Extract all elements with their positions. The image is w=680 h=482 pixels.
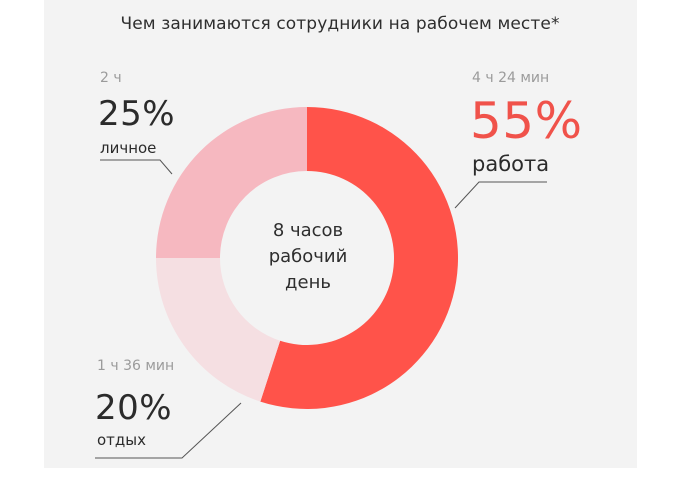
slice-личное <box>156 107 307 258</box>
personal-percent: 25% <box>98 94 176 134</box>
leader-line-rest <box>95 402 242 459</box>
center-line-1: 8 часов <box>272 220 344 241</box>
rest-duration: 1 ч 36 мин <box>97 358 175 374</box>
rest-label: отдых <box>97 431 147 449</box>
personal-label: личное <box>100 139 157 157</box>
personal-duration: 2 ч <box>100 70 122 86</box>
slice-работа <box>260 107 459 409</box>
center-line-2: рабочий <box>268 246 348 267</box>
slice-отдых <box>156 258 281 402</box>
center-label: 8 часов рабочий день <box>228 218 388 296</box>
chart-title: Чем занимаются сотрудники на рабочем мес… <box>120 14 560 34</box>
rest-percent: 20% <box>95 388 173 428</box>
leader-line-personal <box>100 159 173 175</box>
work-percent: 55% <box>470 92 583 150</box>
work-label: работа <box>472 152 550 176</box>
center-line-3: день <box>285 272 331 293</box>
leader-line-work <box>454 181 547 209</box>
work-duration: 4 ч 24 мин <box>472 70 550 86</box>
slices-group <box>156 107 459 409</box>
